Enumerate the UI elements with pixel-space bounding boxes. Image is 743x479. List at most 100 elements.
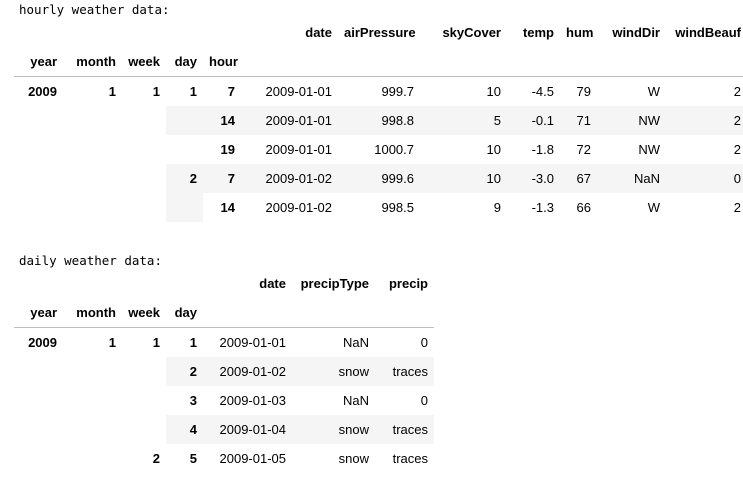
index-header-row: year month week day hour	[14, 47, 743, 77]
hourly-caption: hourly weather data:	[19, 2, 170, 17]
table-row: 2 5 2009-01-05 snow traces	[14, 444, 434, 473]
index-name: month	[63, 47, 122, 77]
column-header: windBeauf	[675, 25, 741, 40]
cell: 71	[560, 106, 597, 135]
table-row: 19 2009-01-01 1000.7 10 -1.8 72 NW 2	[14, 135, 743, 164]
cell: 998.8	[338, 106, 420, 135]
cell: traces	[375, 415, 434, 444]
column-header-row: date precipType precip	[14, 269, 434, 298]
index-cell: 1	[152, 335, 160, 350]
cell: -1.3	[531, 200, 554, 215]
cell: -1.8	[531, 142, 554, 157]
cell: 2009-01-01	[219, 335, 287, 350]
cell: 1000.7	[374, 142, 414, 157]
cell: 998.5	[381, 200, 414, 215]
index-cell: 7	[227, 84, 235, 99]
cell: 2009-01-01	[241, 106, 338, 135]
cell: 67	[560, 164, 597, 193]
index-cell: 3	[189, 393, 197, 408]
cell: W	[647, 84, 660, 99]
table-row: 14 2009-01-01 998.8 5 -0.1 71 NW 2	[14, 106, 743, 135]
table-row: 2 7 2009-01-02 999.6 10 -3.0 67 NaN 0	[14, 164, 743, 193]
index-cell	[166, 106, 203, 135]
cell: -4.5	[531, 84, 554, 99]
table-row: 3 2009-01-03 NaN 0	[14, 386, 434, 415]
cell: 10	[420, 164, 507, 193]
index-header-row: year month week day	[14, 298, 434, 328]
column-header: precip	[388, 276, 428, 291]
cell: 79	[576, 84, 591, 99]
daily-caption: daily weather data:	[19, 253, 162, 268]
index-cell: 1	[189, 84, 197, 99]
cell: 2009-01-03	[219, 393, 287, 408]
cell: 0	[666, 164, 743, 193]
index-cell	[166, 193, 203, 222]
cell: 2009-01-01	[265, 84, 333, 99]
index-cell: 2009	[28, 84, 57, 99]
index-cell	[166, 135, 203, 164]
cell: 999.7	[381, 84, 414, 99]
cell: 2009-01-02	[241, 164, 338, 193]
index-cell: 7	[203, 164, 241, 193]
cell: 0	[420, 393, 428, 408]
cell: 2009-01-02	[203, 357, 292, 386]
index-name: week	[122, 298, 166, 328]
index-cell: 1	[189, 335, 197, 350]
cell: traces	[392, 451, 428, 466]
cell: 72	[576, 142, 591, 157]
table-row: 2009 1 1 1 7 2009-01-01 999.7 10 -4.5 79…	[14, 77, 743, 107]
index-cell: 4	[166, 415, 203, 444]
index-cell: 2009	[28, 335, 57, 350]
index-cell: 1	[108, 84, 116, 99]
cell: NaN	[342, 393, 369, 408]
table-row: 14 2009-01-02 998.5 9 -1.3 66 W 2	[14, 193, 743, 222]
index-cell: 2	[166, 357, 203, 386]
column-header: date	[305, 25, 332, 40]
cell: 2009-01-01	[265, 142, 333, 157]
cell: 5	[420, 106, 507, 135]
cell: 0	[420, 335, 428, 350]
table-row: 2009 1 1 1 2009-01-01 NaN 0	[14, 328, 434, 358]
cell: 2009-01-05	[219, 451, 287, 466]
table-row: 2 2009-01-02 snow traces	[14, 357, 434, 386]
cell: 2	[733, 142, 741, 157]
cell: NW	[597, 106, 666, 135]
cell: 2	[666, 106, 743, 135]
index-name: year	[14, 298, 63, 328]
table-row: 4 2009-01-04 snow traces	[14, 415, 434, 444]
cell: 9	[493, 200, 501, 215]
daily-weather-table: date precipType precip year month week d…	[14, 269, 434, 473]
column-header: hum	[566, 25, 594, 40]
cell: 10	[486, 84, 501, 99]
hourly-weather-table: date airPressure skyCover temp hum windD…	[14, 18, 743, 222]
index-cell: 2	[152, 451, 160, 466]
cell: 2	[733, 84, 741, 99]
index-name: week	[122, 47, 166, 77]
index-cell: 1	[152, 84, 160, 99]
index-name: hour	[203, 47, 241, 77]
cell: W	[647, 200, 660, 215]
cell: traces	[375, 357, 434, 386]
cell: 999.6	[338, 164, 420, 193]
index-cell: 2	[166, 164, 203, 193]
cell: 2009-01-02	[265, 200, 333, 215]
cell: NaN	[597, 164, 666, 193]
cell: -0.1	[507, 106, 560, 135]
cell: 10	[486, 142, 501, 157]
cell: -3.0	[507, 164, 560, 193]
index-name: day	[166, 298, 203, 328]
index-cell: 19	[220, 142, 235, 157]
column-header: temp	[522, 25, 554, 40]
column-header: windDir	[612, 25, 660, 40]
column-header: date	[259, 276, 286, 291]
column-header: airPressure	[344, 25, 416, 40]
index-cell: 5	[189, 451, 197, 466]
index-cell: 14	[203, 106, 241, 135]
cell: 2009-01-04	[203, 415, 292, 444]
cell: NW	[638, 142, 660, 157]
cell: snow	[292, 357, 375, 386]
cell: 66	[576, 200, 591, 215]
index-name: year	[14, 47, 63, 77]
cell: NaN	[342, 335, 369, 350]
cell: 2	[733, 200, 741, 215]
